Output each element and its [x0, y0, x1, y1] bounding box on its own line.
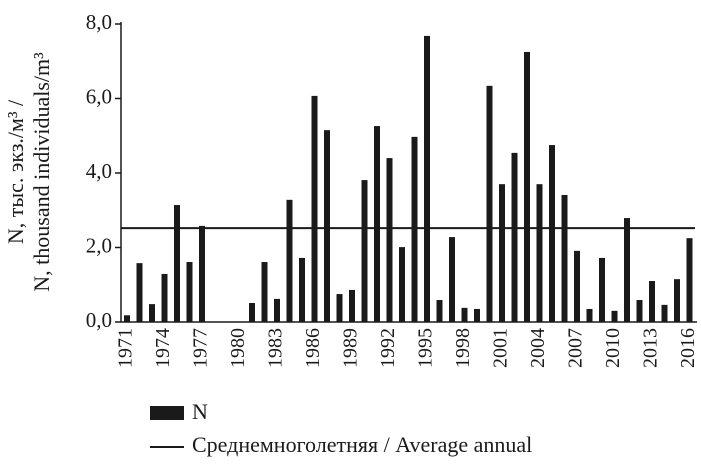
bar	[349, 289, 355, 322]
x-tick-label: 2010	[602, 328, 624, 368]
bar	[311, 95, 318, 322]
y-tick-label: 0,0	[86, 308, 112, 332]
y-tick-label: 8,0	[86, 10, 112, 34]
x-tick-label: 1989	[340, 328, 362, 368]
x-tick-label: 2004	[527, 328, 549, 368]
x-tick-label: 1980	[227, 328, 249, 368]
x-tick-label: 1992	[377, 328, 399, 368]
bar	[636, 300, 643, 322]
bar	[174, 205, 180, 322]
bar	[586, 308, 593, 322]
bar	[424, 35, 430, 323]
bar	[461, 307, 468, 322]
bar	[361, 180, 368, 322]
bar	[474, 308, 480, 322]
bar	[574, 250, 580, 322]
x-tick-label: 2001	[490, 328, 512, 368]
bar	[374, 126, 380, 322]
bar	[449, 237, 455, 322]
bar	[386, 158, 393, 322]
bar	[486, 85, 493, 323]
bar	[149, 304, 155, 322]
x-tick-label: 2007	[565, 328, 587, 368]
bar	[186, 262, 193, 322]
bar	[411, 136, 418, 322]
bar	[686, 238, 693, 322]
bar	[336, 294, 343, 322]
bar	[549, 145, 555, 322]
bar	[124, 315, 130, 322]
bar	[499, 184, 505, 322]
bar	[324, 130, 330, 322]
legend-label: Среднемноголетняя / Average annual	[192, 432, 532, 457]
y-axis-title: N, тыс. экз./м³ /	[3, 99, 28, 244]
x-tick-label: 1977	[190, 328, 212, 368]
x-tick-label: 1971	[115, 328, 137, 368]
y-tick-label: 2,0	[86, 233, 112, 257]
y-tick-label: 4,0	[86, 159, 112, 183]
y-tick-label: 6,0	[86, 84, 112, 108]
bar	[599, 257, 605, 322]
bar	[399, 247, 405, 322]
legend-swatch	[150, 406, 184, 420]
x-tick-label: 1986	[302, 328, 324, 368]
bar	[249, 303, 255, 322]
x-tick-label: 1983	[265, 328, 287, 368]
x-tick-label: 1998	[452, 328, 474, 368]
bar	[511, 152, 518, 322]
bar	[661, 304, 668, 322]
bar	[611, 310, 618, 322]
bar	[624, 218, 630, 322]
bar	[136, 263, 143, 322]
x-tick-label: 2013	[640, 328, 662, 368]
bar	[286, 199, 293, 322]
bar	[649, 281, 655, 322]
bar	[274, 298, 280, 322]
bar	[261, 262, 268, 322]
x-tick-label: 1974	[152, 328, 174, 368]
x-tick-label: 1995	[415, 328, 437, 368]
bar	[299, 257, 305, 322]
bar	[536, 184, 543, 322]
legend-label: N	[192, 399, 208, 424]
bar	[561, 194, 568, 322]
bar	[161, 273, 168, 322]
y-axis-title: N, thousand individuals/m³	[29, 52, 54, 292]
bar	[524, 51, 530, 322]
x-tick-label: 2016	[677, 328, 699, 368]
bar	[199, 225, 205, 322]
bar	[674, 279, 680, 322]
bar	[436, 300, 443, 322]
